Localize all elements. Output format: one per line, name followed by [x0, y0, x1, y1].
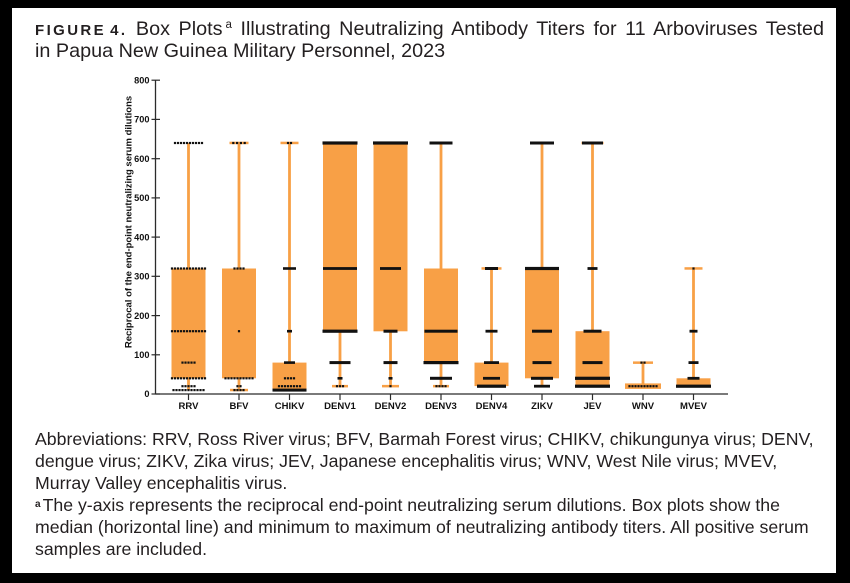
- svg-text:DENV1: DENV1: [324, 401, 356, 412]
- svg-text:WNV: WNV: [632, 401, 655, 412]
- svg-text:DENV4: DENV4: [476, 401, 508, 412]
- svg-text:0: 0: [144, 389, 149, 399]
- svg-text:500: 500: [134, 193, 149, 203]
- svg-text:Reciprocal of the end-point ne: Reciprocal of the end-point neutralizing…: [124, 96, 135, 348]
- svg-text:ZIKV: ZIKV: [531, 401, 553, 412]
- svg-text:400: 400: [134, 232, 149, 242]
- svg-text:600: 600: [134, 154, 149, 164]
- svg-text:CHIKV: CHIKV: [275, 401, 305, 412]
- svg-text:700: 700: [134, 115, 149, 125]
- svg-text:DENV3: DENV3: [425, 401, 457, 412]
- svg-text:100: 100: [134, 350, 149, 360]
- svg-text:300: 300: [134, 272, 149, 282]
- svg-text:DENV2: DENV2: [375, 401, 407, 412]
- svg-text:RRV: RRV: [179, 401, 200, 412]
- svg-text:200: 200: [134, 311, 149, 321]
- svg-text:MVEV: MVEV: [680, 401, 708, 412]
- svg-text:800: 800: [134, 75, 149, 85]
- svg-text:BFV: BFV: [230, 401, 250, 412]
- svg-text:JEV: JEV: [584, 401, 603, 412]
